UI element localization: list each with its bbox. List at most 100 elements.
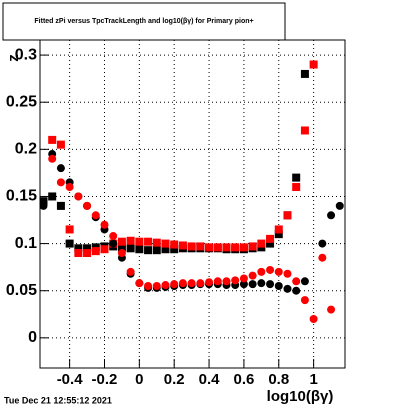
circle-marker: [161, 281, 170, 290]
square-marker: [239, 243, 248, 252]
circle-marker: [196, 279, 205, 288]
x-tick-label: 1: [309, 371, 317, 388]
x-tick-label: -0.2: [92, 371, 118, 388]
square-marker: [257, 239, 266, 248]
square-marker: [161, 239, 170, 248]
square-marker: [117, 243, 126, 252]
circle-marker: [213, 277, 222, 286]
circle-marker: [239, 274, 248, 283]
title-box: [2, 2, 286, 41]
circle-marker: [292, 286, 301, 295]
square-marker: [65, 239, 74, 248]
y-tick-label: 0.15: [6, 188, 37, 205]
y-tick-label: 0.1: [15, 235, 37, 252]
square-marker: [48, 135, 57, 144]
square-marker: [196, 242, 205, 251]
square-marker: [83, 249, 92, 258]
circle-marker: [257, 267, 266, 276]
square-marker: [170, 245, 179, 254]
square-marker: [178, 241, 187, 250]
y-tick-label: 0: [28, 329, 37, 346]
x-tick-label: 0.6: [233, 371, 254, 388]
square-marker: [266, 234, 275, 243]
y-tick-label: 0.25: [6, 93, 37, 110]
square-marker: [274, 230, 283, 239]
circle-marker: [309, 314, 318, 323]
circle-marker: [109, 232, 118, 241]
chart-title: Fitted zPi versus TpcTrackLength and log…: [34, 18, 253, 25]
x-axis-label: log10(βγ): [267, 388, 334, 405]
circle-marker: [91, 211, 100, 220]
circle-marker: [56, 178, 65, 187]
square-marker: [222, 243, 231, 252]
circle-marker: [300, 277, 309, 286]
square-marker: [161, 245, 170, 254]
x-tick-label: 0.8: [268, 371, 289, 388]
square-marker: [100, 245, 109, 254]
square-marker: [300, 69, 309, 78]
y-tick-label: 0.3: [15, 46, 37, 63]
square-marker: [292, 183, 301, 192]
circle-marker: [248, 280, 257, 289]
circle-marker: [126, 267, 135, 276]
circle-marker: [318, 239, 327, 248]
x-tick-label: 0: [135, 371, 143, 388]
circle-marker: [109, 239, 118, 248]
square-marker: [56, 140, 65, 149]
circle-marker: [257, 279, 266, 288]
x-tick-label: 0.2: [164, 371, 185, 388]
square-marker: [135, 237, 144, 246]
circle-marker: [283, 284, 292, 293]
circle-marker: [248, 271, 257, 280]
circle-marker: [274, 267, 283, 276]
y-tick-label: 0.05: [6, 282, 37, 299]
square-marker: [135, 245, 144, 254]
square-marker: [231, 243, 240, 252]
circle-marker: [152, 282, 161, 290]
circle-marker: [74, 192, 83, 201]
square-marker: [74, 244, 83, 253]
square-marker: [56, 201, 65, 210]
circle-marker: [335, 201, 344, 210]
square-marker: [144, 237, 153, 246]
circle-marker: [274, 282, 283, 290]
square-marker: [65, 225, 74, 234]
x-tick-label: -0.4: [57, 371, 84, 388]
circle-marker: [239, 280, 248, 289]
circle-marker: [318, 253, 327, 262]
square-marker: [48, 192, 57, 201]
circle-marker: [170, 280, 179, 289]
circle-marker: [292, 277, 301, 286]
square-marker: [126, 244, 135, 253]
square-marker: [300, 126, 309, 135]
square-marker: [144, 246, 153, 255]
y-axis-label: z: [5, 54, 22, 62]
square-marker: [248, 242, 257, 251]
square-marker: [152, 238, 161, 247]
circle-marker: [65, 183, 74, 192]
circle-marker: [117, 249, 126, 258]
footer-date: Tue Dec 21 12:55:12 2021: [4, 395, 112, 405]
square-marker: [83, 244, 92, 253]
circle-marker: [327, 305, 336, 314]
square-marker: [126, 236, 135, 245]
circle-marker: [39, 201, 48, 210]
circle-marker: [178, 279, 187, 288]
circle-marker: [300, 296, 309, 305]
circle-marker: [83, 201, 92, 210]
square-marker: [187, 242, 196, 251]
circle-marker: [222, 277, 231, 286]
circle-marker: [144, 282, 153, 290]
circle-marker: [56, 164, 65, 173]
square-marker: [274, 225, 283, 234]
circle-marker: [205, 278, 214, 287]
x-tick-label: 0.4: [199, 371, 221, 388]
circle-marker: [135, 279, 144, 288]
square-marker: [91, 247, 100, 256]
circle-marker: [48, 154, 57, 163]
y-tick-label: 0.2: [15, 141, 37, 158]
circle-marker: [327, 211, 336, 220]
circle-marker: [231, 276, 240, 285]
